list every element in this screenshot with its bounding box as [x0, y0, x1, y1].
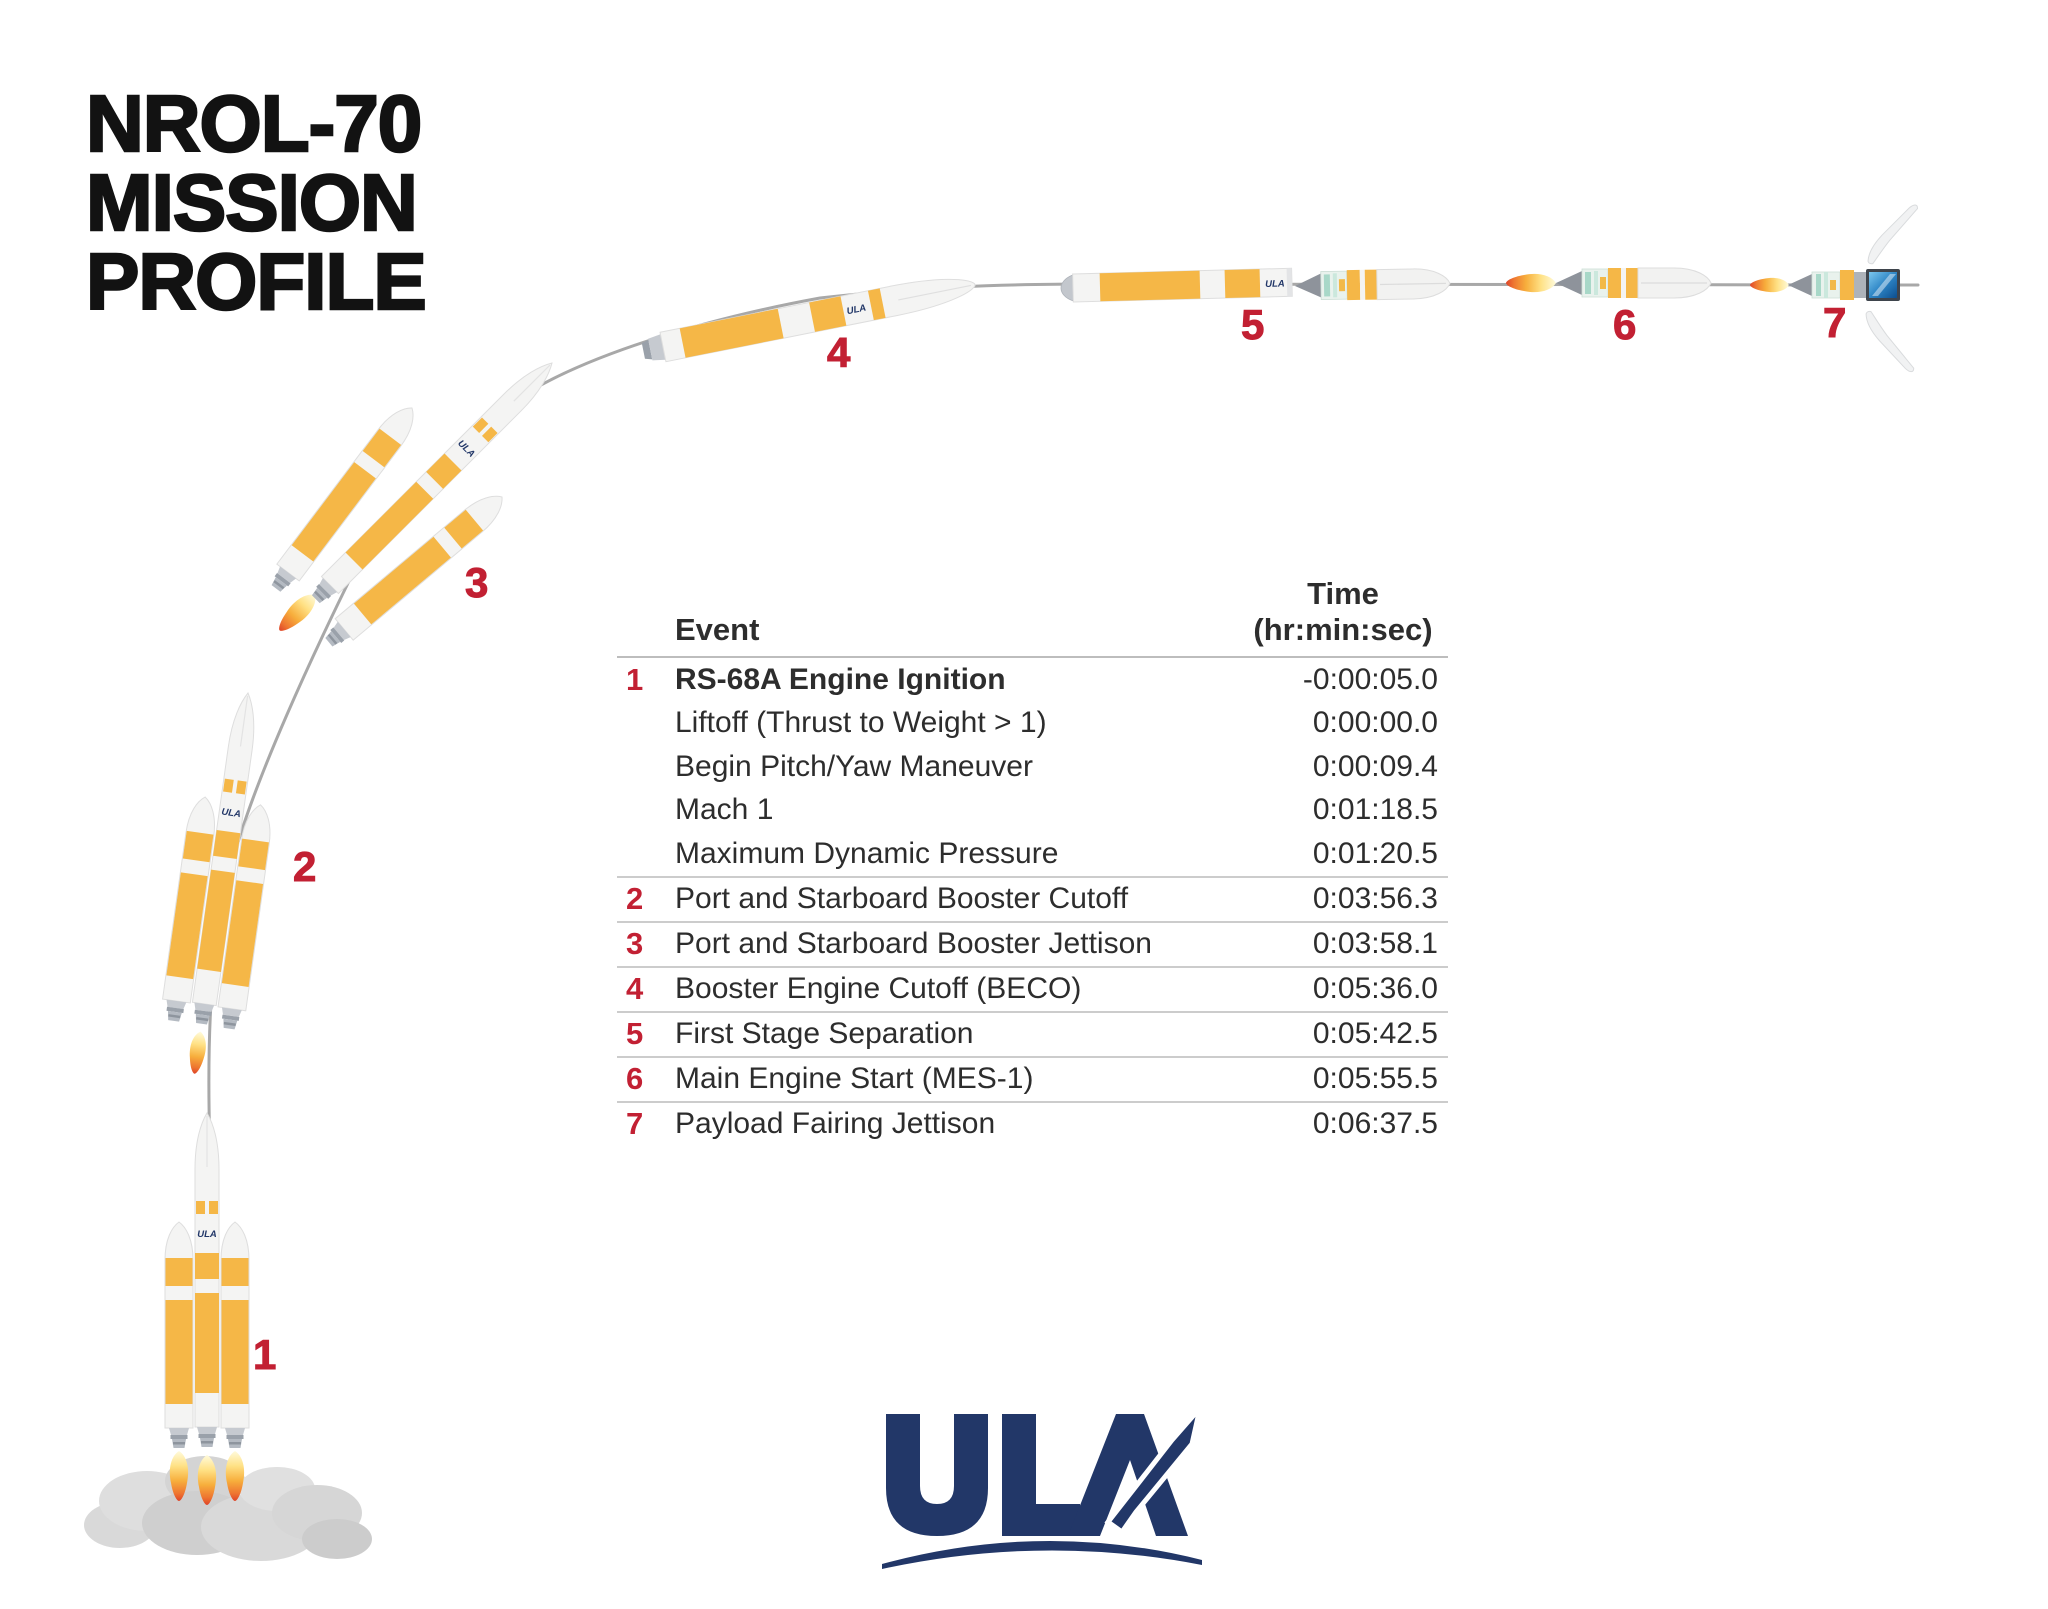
row-number: 7: [626, 1106, 644, 1141]
table-row: Liftoff (Thrust to Weight > 1) 0:00:00.0: [617, 702, 1448, 746]
time-header-line-1: Time: [1307, 576, 1379, 611]
row-event: First Stage Separation: [675, 1017, 974, 1050]
stage-label-2: 2: [292, 843, 317, 890]
table-row: 7 Payload Fairing Jettison 0:06:37.5: [617, 1100, 1448, 1146]
row-time: -0:00:05.0: [1302, 662, 1438, 696]
title-line-3: PROFILE: [85, 237, 428, 326]
row-number: 1: [626, 661, 644, 697]
rocket-stage-2: [153, 687, 290, 1075]
row-number: 6: [626, 1061, 644, 1096]
table-row: 2 Port and Starboard Booster Cutoff 0:03…: [617, 875, 1448, 921]
ula-logo: [882, 1408, 1203, 1569]
row-event: Booster Engine Cutoff (BECO): [675, 972, 1082, 1005]
stage-label-4: 4: [826, 329, 851, 376]
column-header-event: Event: [675, 612, 760, 647]
table-row: 6 Main Engine Start (MES-1) 0:05:55.5: [617, 1055, 1448, 1101]
vehicle-ula-marking: ULA: [1265, 278, 1285, 290]
rocket-stage-1: [84, 1113, 372, 1561]
row-time: 0:05:42.5: [1312, 1017, 1438, 1050]
stage-label-6: 6: [1612, 301, 1637, 348]
row-event: Payload Fairing Jettison: [675, 1107, 996, 1140]
stage-label-3: 3: [464, 559, 489, 606]
row-time: 0:05:55.5: [1312, 1062, 1438, 1095]
row-time: 0:05:36.0: [1312, 972, 1438, 1005]
rocket-stage-4: ULA: [641, 278, 976, 363]
row-time: 0:01:20.5: [1312, 836, 1438, 870]
row-event: Liftoff (Thrust to Weight > 1): [675, 706, 1047, 740]
table-row: Begin Pitch/Yaw Maneuver 0:00:09.4: [617, 745, 1448, 789]
row-time: 0:00:09.4: [1312, 749, 1438, 783]
table-row: 1 RS-68A Engine Ignition -0:00:05.0: [617, 658, 1448, 702]
row-number: 3: [626, 926, 644, 961]
row-event: Port and Starboard Booster Cutoff: [675, 882, 1129, 915]
event-time-table: Event Time (hr:min:sec) 1 RS-68A Engine …: [617, 576, 1448, 1146]
stage-label-5: 5: [1240, 301, 1265, 348]
table-row: Mach 1 0:01:18.5: [617, 789, 1448, 833]
rocket-stage-3: [265, 355, 561, 653]
table-row: 3 Port and Starboard Booster Jettison 0:…: [617, 920, 1448, 966]
page-title: NROL-70 MISSION PROFILE: [85, 79, 428, 326]
stage-label-1: 1: [252, 1331, 277, 1378]
table-header: Event Time (hr:min:sec): [617, 576, 1448, 658]
row-event: Maximum Dynamic Pressure: [675, 836, 1059, 870]
table-row: 4 Booster Engine Cutoff (BECO) 0:05:36.0: [617, 965, 1448, 1011]
row-number: 2: [626, 881, 644, 916]
row-event: Port and Starboard Booster Jettison: [675, 927, 1152, 960]
row-time: 0:03:56.3: [1312, 882, 1438, 915]
row-number: 4: [626, 971, 644, 1006]
row-time: 0:06:37.5: [1312, 1107, 1438, 1140]
rocket-stage-7: [1750, 202, 1927, 374]
time-header-line-2: (hr:min:sec): [1253, 612, 1433, 647]
title-line-1: NROL-70: [85, 79, 424, 168]
stage-label-7: 7: [1822, 299, 1847, 346]
table-row: Maximum Dynamic Pressure 0:01:20.5: [617, 832, 1448, 876]
rocket-stage-5: ULA: [1060, 267, 1451, 303]
vehicle-ula-marking: ULA: [846, 303, 867, 318]
row-event: Mach 1: [675, 793, 774, 827]
row-event: Main Engine Start (MES-1): [675, 1062, 1034, 1095]
row-event: RS-68A Engine Ignition: [675, 662, 1006, 696]
title-line-2: MISSION: [85, 158, 419, 247]
row-time: 0:01:18.5: [1312, 793, 1438, 827]
rocket-stage-6: [1506, 267, 1712, 299]
row-number: 5: [626, 1016, 644, 1051]
payload-satellite-icon: [1866, 269, 1900, 301]
row-time: 0:00:00.0: [1312, 706, 1438, 740]
row-event: Begin Pitch/Yaw Maneuver: [675, 749, 1033, 783]
row-time: 0:03:58.1: [1312, 927, 1438, 960]
column-header-time: Time (hr:min:sec): [1238, 576, 1448, 648]
table-row: 5 First Stage Separation 0:05:42.5: [617, 1010, 1448, 1056]
